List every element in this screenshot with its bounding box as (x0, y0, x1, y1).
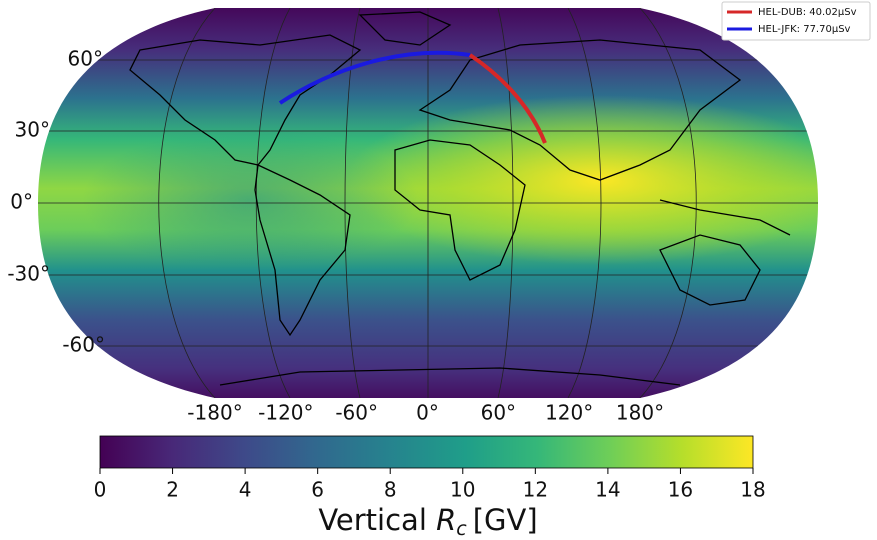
colorbar-tick-label: 2 (166, 478, 179, 502)
lat-label: 0° (10, 190, 33, 214)
route-hel-dub (468, 53, 547, 144)
lon-label: 60° (481, 401, 516, 425)
legend: HEL-DUB: 40.02µSv HEL-JFK: 77.70µSv (721, 1, 871, 41)
lon-label: 180° (616, 401, 664, 425)
label-text: Vertical (318, 503, 427, 537)
lon-label: 120° (545, 401, 593, 425)
colorbar-tick-label: 8 (384, 478, 397, 502)
colorbar-ticks: 0 2 4 6 8 10 12 14 16 18 (94, 468, 766, 502)
legend-label: HEL-DUB: 40.02µSv (758, 7, 857, 18)
colorbar-tick-label: 0 (94, 478, 107, 502)
colorbar-tick-label: 4 (239, 478, 252, 502)
colorbar-tick-label: 16 (668, 478, 693, 502)
label-symbol: R (436, 503, 456, 537)
colorbar-tick-label: 12 (523, 478, 548, 502)
colorbar-tick-label: 6 (311, 478, 324, 502)
colorbar-tick-label: 14 (595, 478, 620, 502)
lat-label: -60° (62, 333, 105, 357)
colorbar (99, 435, 754, 469)
label-sub: c (456, 518, 467, 540)
legend-box (721, 1, 871, 41)
lon-label: 0° (416, 401, 439, 425)
rc-field-low (38, 8, 818, 398)
coastlines (129, 11, 791, 386)
legend-label: HEL-JFK: 77.70µSv (758, 24, 851, 35)
lon-label: -60° (335, 401, 378, 425)
lat-label: 60° (68, 47, 103, 71)
route-hel-jfk (278, 50, 471, 105)
colorbar-tick-label: 18 (740, 478, 765, 502)
colorbar-tick-label: 10 (450, 478, 475, 502)
lat-label: -30° (7, 262, 50, 286)
map-area (38, 8, 818, 398)
label-unit: [GV] (473, 503, 538, 537)
axis-labels: 60° 30° 0° -30° -60° -180° -120° -60° 0° 60° 120° 1… (7, 47, 664, 425)
graticule (38, 8, 818, 398)
colorbar-label: Vertical Rc [GV] (318, 503, 537, 540)
lon-label: -180° (187, 401, 242, 425)
lon-label: -120° (258, 401, 313, 425)
lat-label: 30° (15, 118, 50, 142)
